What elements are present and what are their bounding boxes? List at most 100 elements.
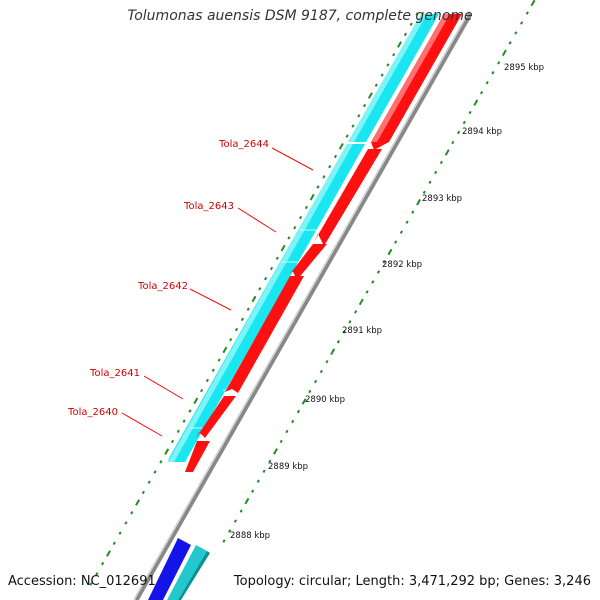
inner-tick — [211, 368, 215, 372]
scale-tick — [285, 429, 289, 434]
scale-tick — [405, 220, 409, 224]
scale-label: 2888 kbp — [230, 531, 270, 541]
accession-text: Accession: NC_012691 — [8, 574, 156, 589]
scale-tick — [256, 479, 260, 483]
scale-label: 2892 kbp — [382, 260, 422, 270]
inner-tick — [135, 499, 141, 506]
scale-tick — [520, 21, 524, 25]
scale-tick — [354, 310, 358, 314]
gene-teal-block[interactable] — [167, 545, 207, 600]
inner-tick — [89, 582, 93, 586]
inner-tick — [217, 358, 221, 362]
scale-label: 2895 kbp — [504, 63, 544, 73]
scale-tick — [365, 290, 369, 294]
inner-tick — [309, 193, 315, 201]
inner-tick — [345, 134, 349, 138]
scale-tick — [473, 99, 479, 106]
inner-tick — [351, 124, 355, 128]
scale-tick — [314, 379, 318, 384]
inner-tick — [333, 154, 338, 159]
scale-tick — [387, 248, 393, 256]
scale-tick — [308, 389, 312, 394]
scale-tick — [348, 320, 352, 324]
scale-tick — [291, 419, 295, 424]
scale-tick — [279, 439, 283, 444]
gene-tola-2644[interactable] — [371, 14, 462, 150]
label-leader-lines — [121, 147, 314, 437]
inner-tick — [124, 521, 128, 525]
scale-tick — [394, 240, 398, 244]
scale-tick — [251, 489, 255, 493]
gene-label[interactable]: Tola_2644 — [218, 139, 269, 150]
inner-tick — [328, 164, 332, 169]
scale-tick — [268, 459, 272, 464]
scale-tick — [244, 497, 250, 505]
scale-tick — [222, 539, 226, 543]
inner-tick — [159, 460, 163, 464]
inner-tick — [258, 287, 262, 291]
gene-block-forward-sheen — [348, 14, 427, 142]
scale-label: 2889 kbp — [268, 462, 308, 472]
inner-tick — [251, 295, 257, 303]
inner-tick — [275, 256, 279, 261]
scale-tick — [262, 469, 266, 473]
gene-tola-2643[interactable] — [314, 149, 382, 246]
gene-teal-block-edge — [178, 551, 210, 600]
gene-tola-2640[interactable] — [196, 396, 236, 438]
scale-tick — [376, 270, 381, 274]
inner-tick — [170, 439, 175, 444]
inner-tick — [293, 226, 297, 230]
scale-tick — [485, 80, 489, 85]
inner-tick — [182, 419, 186, 423]
inner-tick — [205, 378, 209, 383]
gene-block-forward-sheen-2 — [168, 144, 353, 462]
inner-tick — [338, 143, 344, 150]
inner-tick — [164, 448, 170, 455]
gene-blue-block[interactable] — [148, 538, 191, 600]
scale-tick — [497, 61, 501, 65]
inner-tick — [304, 205, 308, 210]
inner-tick — [374, 83, 378, 87]
scale-tick — [428, 180, 432, 185]
inner-tick — [367, 92, 373, 99]
gene-tola-2640-tail[interactable] — [185, 441, 210, 472]
inner-tick — [240, 317, 244, 322]
inner-tick — [176, 429, 180, 434]
inner-tick — [415, 12, 419, 16]
scale-tick — [434, 170, 438, 175]
scale-tick — [525, 11, 529, 15]
gene-label[interactable]: Tola_2641 — [89, 368, 140, 379]
scale-tick — [233, 519, 237, 523]
scale-label: 2894 kbp — [462, 127, 502, 137]
scale-tick — [358, 298, 364, 306]
reverse-strand-genes — [185, 14, 462, 472]
scale-tick — [342, 330, 346, 334]
inner-tick — [397, 41, 402, 48]
inner-tick — [188, 409, 192, 413]
inner-tick — [264, 276, 268, 281]
gene-label[interactable]: Tola_2642 — [137, 281, 188, 292]
gene-label[interactable]: Tola_2640 — [67, 407, 118, 418]
scale-tick — [508, 41, 512, 45]
inner-tick — [386, 63, 390, 67]
inner-tick — [200, 388, 204, 393]
inner-tick — [95, 572, 99, 576]
gene-tola-2641[interactable] — [225, 276, 304, 393]
scale-tick — [273, 448, 278, 455]
scale-tick — [451, 140, 455, 145]
gene-label[interactable]: Tola_2643 — [183, 201, 234, 212]
scale-tick — [228, 529, 232, 533]
forward-strand-genes — [168, 14, 439, 462]
outer-tick-marks — [222, 0, 536, 543]
scale-tick — [382, 260, 386, 264]
scale-tick — [399, 230, 403, 234]
inner-tick — [229, 337, 233, 342]
scale-tick — [371, 280, 375, 284]
inner-tick — [193, 397, 199, 405]
inner-tick — [141, 490, 145, 495]
scale-label: 2893 kbp — [422, 194, 462, 204]
scale-tick — [501, 49, 507, 57]
scale-labels: 2895 kbp 2894 kbp 2893 kbp 2892 kbp 2891… — [230, 63, 544, 541]
gene-tola-2642[interactable] — [290, 244, 327, 280]
